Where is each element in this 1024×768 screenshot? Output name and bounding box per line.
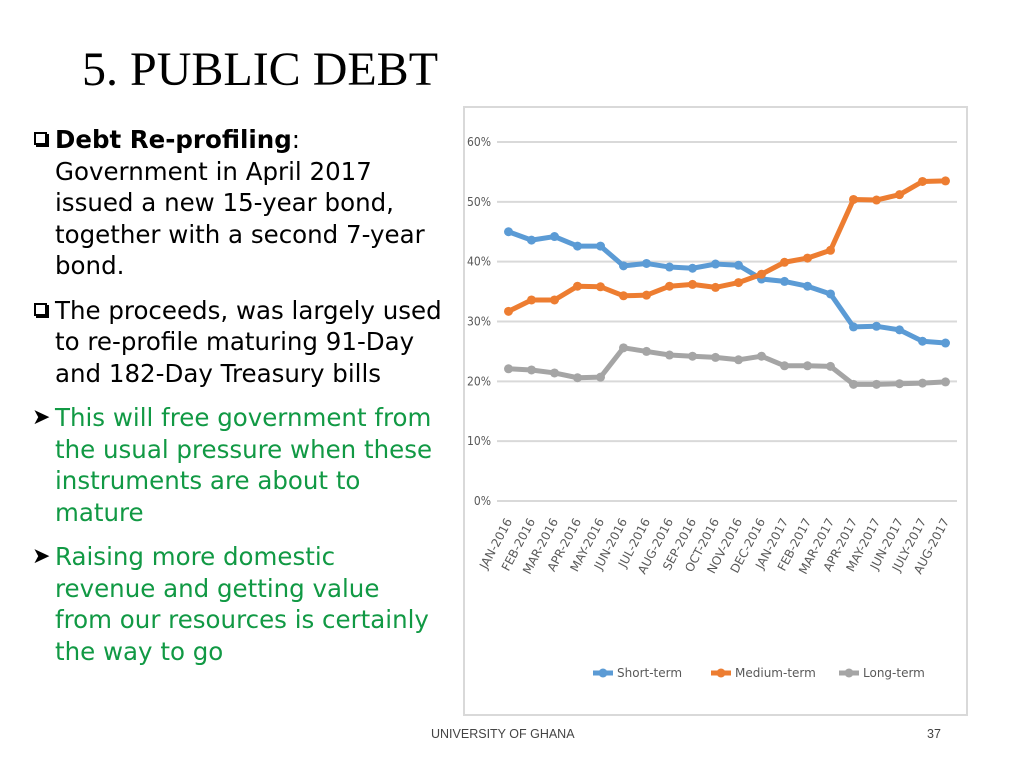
data-point (573, 281, 582, 291)
data-point (849, 379, 858, 389)
data-point (596, 241, 605, 251)
data-point (895, 325, 904, 335)
data-point (918, 176, 927, 186)
debt-maturity-chart: 0% 10% 20% 30% 40% 50% 60% JAN-2016 FEB-2016 MAR-… (463, 106, 968, 716)
data-point (688, 263, 697, 273)
data-point (734, 355, 743, 365)
data-point (872, 379, 881, 389)
data-point (941, 338, 950, 348)
data-point (642, 290, 651, 300)
bullet-item: The proceeds, was largely used to re-pro… (32, 295, 442, 390)
legend-label: Medium-term (735, 666, 816, 680)
data-point (780, 276, 789, 286)
data-point (711, 352, 720, 362)
data-point (803, 281, 812, 291)
data-point (826, 245, 835, 255)
data-point (734, 278, 743, 288)
data-point (803, 361, 812, 371)
data-point (803, 253, 812, 263)
data-point (826, 361, 835, 371)
data-point (688, 279, 697, 289)
data-point (504, 227, 513, 237)
bullet-text: Government in April 2017 issued a new 15… (55, 156, 425, 281)
data-point (872, 195, 881, 205)
data-point (757, 351, 766, 361)
data-point (826, 289, 835, 299)
data-point (642, 346, 651, 356)
data-point (734, 260, 743, 270)
data-point (550, 232, 559, 242)
data-point (550, 295, 559, 305)
data-point (504, 306, 513, 316)
bullet-item: ➤ This will free government from the usu… (32, 402, 442, 528)
y-tick-label: 50% (467, 195, 491, 209)
data-point (504, 364, 513, 374)
data-point (573, 241, 582, 251)
data-point (527, 295, 536, 305)
bullet-text: The proceeds, was largely used to re-pro… (55, 295, 442, 388)
legend-marker (844, 668, 854, 678)
bullet-text: This will free government from the usual… (55, 403, 433, 527)
legend-label: Short-term (617, 666, 682, 680)
bullet-colon: : (291, 125, 301, 154)
slide-title: 5. PUBLIC DEBT (82, 43, 439, 96)
y-tick-label: 10% (467, 434, 491, 448)
data-point (596, 282, 605, 292)
chart-svg: 0%10%20%30%40%50%60%JAN-2016FEB-2016MAR-… (467, 135, 957, 680)
data-point (619, 261, 628, 271)
data-point (665, 350, 674, 360)
footer-text: UNIVERSITY OF GHANA (431, 727, 575, 741)
y-tick-label: 40% (467, 255, 491, 269)
bullet-list: Debt Re-profiling: Government in April 2… (32, 124, 442, 680)
data-point (918, 336, 927, 346)
data-point (849, 194, 858, 204)
data-point (642, 258, 651, 268)
data-point (619, 343, 628, 353)
data-point (872, 321, 881, 331)
data-point (895, 379, 904, 389)
data-point (688, 351, 697, 361)
data-point (780, 361, 789, 371)
y-tick-label: 60% (467, 135, 491, 149)
arrow-bullet-icon: ➤ (32, 405, 51, 430)
data-point (665, 262, 674, 272)
data-point (527, 235, 536, 245)
y-tick-label: 30% (467, 315, 491, 329)
data-point (711, 259, 720, 269)
data-point (711, 282, 720, 292)
y-tick-label: 20% (467, 374, 491, 388)
legend-label: Long-term (863, 666, 925, 680)
data-point (573, 373, 582, 383)
bullet-text: Raising more domestic revenue and gettin… (55, 542, 429, 666)
data-point (941, 176, 950, 186)
page-number: 37 (927, 727, 941, 741)
data-point (596, 372, 605, 382)
data-point (527, 365, 536, 375)
data-point (895, 190, 904, 200)
bullet-item: Debt Re-profiling: Government in April 2… (32, 124, 442, 282)
bullet-bold-text: Debt Re-profiling (55, 125, 292, 154)
data-point (780, 257, 789, 267)
legend-marker (598, 668, 608, 678)
data-point (619, 291, 628, 301)
y-tick-label: 0% (474, 494, 491, 508)
legend-marker (716, 668, 726, 678)
bullet-item: ➤ Raising more domestic revenue and gett… (32, 541, 442, 667)
data-point (757, 269, 766, 279)
data-point (550, 368, 559, 378)
data-point (665, 281, 674, 291)
arrow-bullet-icon: ➤ (32, 544, 51, 569)
data-point (918, 378, 927, 388)
data-point (941, 377, 950, 387)
data-point (849, 322, 858, 332)
